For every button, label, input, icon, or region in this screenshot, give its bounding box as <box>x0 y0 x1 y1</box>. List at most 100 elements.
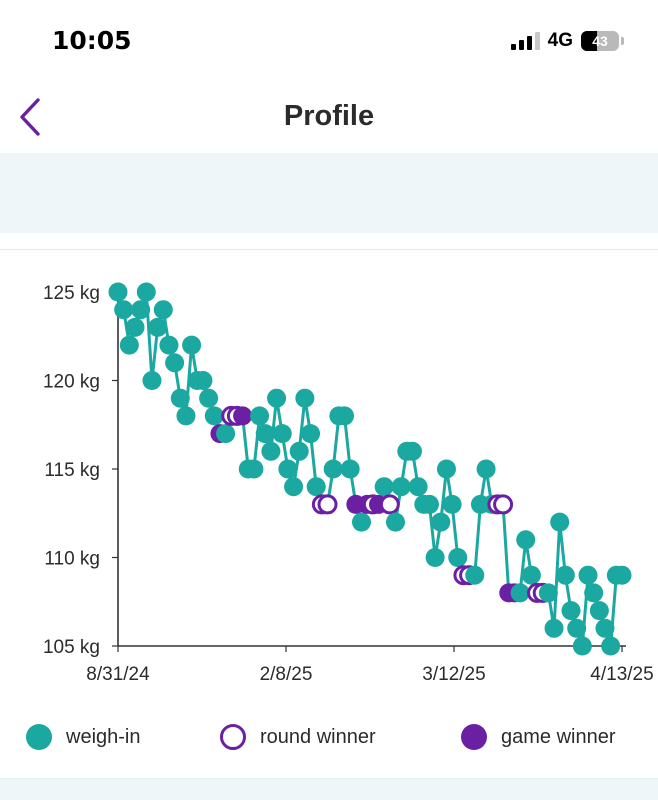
weigh-in-point <box>142 371 162 390</box>
x-tick-label: 8/31/24 <box>86 664 150 685</box>
weigh-in-marker-icon <box>26 724 52 750</box>
weigh-in-point <box>261 441 281 461</box>
weigh-in-point <box>278 459 298 479</box>
weigh-in-point <box>159 335 179 355</box>
weigh-in-point <box>250 406 270 426</box>
battery-level: 43 <box>592 33 608 49</box>
weigh-in-point <box>538 583 558 603</box>
weigh-in-point <box>567 618 587 638</box>
x-tick-label: 4/13/25 <box>590 664 653 685</box>
weigh-in-point <box>516 530 536 550</box>
round-winner-point <box>493 494 514 515</box>
weigh-in-point <box>306 477 326 497</box>
battery-tip <box>621 37 624 45</box>
weigh-in-point <box>216 424 236 444</box>
legend-label: weigh-in <box>66 725 141 748</box>
weigh-in-point <box>165 353 185 373</box>
legend-item-game-winner: game winner <box>461 724 616 750</box>
signal-icon <box>510 32 540 50</box>
weight-chart: 105 kg 110 kg 115 kg 120 kg 125 kg 8/31/24 2/8… <box>0 250 658 710</box>
weigh-in-point <box>182 335 202 355</box>
weigh-in-point <box>284 477 304 497</box>
weigh-in-point <box>425 548 445 567</box>
weigh-in-point <box>352 512 372 532</box>
weigh-in-point <box>436 459 456 479</box>
weigh-in-point <box>244 459 264 479</box>
info-banner <box>0 153 658 233</box>
weigh-in-point <box>385 512 405 532</box>
status-indicators: 4G 43 <box>510 30 624 52</box>
weigh-in-point <box>391 477 411 497</box>
y-tick-label: 110 kg <box>44 549 100 570</box>
round-winner-point <box>379 494 400 515</box>
y-tick-label: 125 kg <box>43 283 100 304</box>
weigh-in-point <box>521 565 541 585</box>
page-title: Profile <box>283 100 375 132</box>
weigh-in-point <box>408 477 428 497</box>
weigh-in-point <box>476 459 496 479</box>
weigh-in-point <box>374 477 394 497</box>
weigh-in-point <box>131 300 151 320</box>
weigh-in-point <box>289 441 309 461</box>
weigh-in-point <box>544 618 564 638</box>
network-type: 4G <box>547 30 573 51</box>
weigh-in-point <box>419 494 439 514</box>
weigh-in-point <box>550 512 570 532</box>
divider <box>0 249 658 250</box>
weigh-in-point <box>301 424 321 444</box>
y-tick-label: 115 kg <box>44 460 100 481</box>
chevron-left-icon <box>20 98 40 136</box>
legend-label: game winner <box>501 725 616 748</box>
legend-label: round winner <box>260 725 376 748</box>
weigh-in-point <box>555 565 575 585</box>
weigh-in-point <box>119 335 139 355</box>
weigh-in-point <box>572 636 592 656</box>
weigh-in-point <box>431 512 451 532</box>
legend-item-weigh-in: weigh-in <box>26 724 140 750</box>
status-bar: 10:05 4G 43 <box>0 0 658 84</box>
weigh-in-point <box>578 565 598 585</box>
weigh-in-point <box>176 406 196 426</box>
weigh-in-point <box>584 583 604 603</box>
weigh-in-point <box>199 388 219 408</box>
weigh-in-point <box>561 601 581 621</box>
weigh-in-point <box>465 565 485 585</box>
battery-icon: 43 <box>581 31 619 51</box>
weigh-in-point <box>204 406 224 426</box>
weigh-in-point <box>108 282 128 302</box>
weigh-in-point <box>125 317 145 337</box>
game-winner-marker-icon <box>461 724 487 750</box>
weigh-in-point <box>402 441 422 461</box>
status-time: 10:05 <box>52 26 132 55</box>
weigh-in-point <box>114 300 134 320</box>
weigh-in-point <box>267 388 287 408</box>
x-tick-label: 3/12/25 <box>422 664 485 685</box>
weigh-in-point <box>193 371 213 390</box>
weigh-in-point <box>612 565 632 585</box>
weigh-in-point <box>295 388 315 408</box>
y-tick-label: 105 kg <box>43 637 100 658</box>
x-tick-label: 2/8/25 <box>260 664 313 685</box>
weigh-in-point <box>510 583 530 603</box>
battery-fill <box>581 31 598 51</box>
weigh-in-point <box>448 548 468 567</box>
game-winner-point <box>233 406 253 426</box>
weigh-in-point <box>153 300 173 320</box>
chart-legend: weigh-in round winner game winner <box>0 718 658 762</box>
back-button[interactable] <box>14 96 50 138</box>
round-winner-marker-icon <box>220 724 246 750</box>
weigh-in-point <box>255 424 275 444</box>
weight-chart-svg: 105 kg 110 kg 115 kg 120 kg 125 kg 8/31/24 2/8… <box>43 282 654 685</box>
weigh-in-point <box>272 424 292 444</box>
footer-band <box>0 778 658 800</box>
weigh-in-point <box>335 406 355 426</box>
weigh-in-point <box>589 601 609 621</box>
weigh-in-point <box>148 317 168 337</box>
weigh-in-point <box>595 618 615 638</box>
y-tick-label: 120 kg <box>43 372 100 393</box>
weigh-in-point <box>340 459 360 479</box>
weigh-in-point <box>170 388 190 408</box>
weigh-in-point <box>136 282 156 302</box>
weigh-in-point <box>323 459 343 479</box>
legend-item-round-winner: round winner <box>220 724 376 750</box>
